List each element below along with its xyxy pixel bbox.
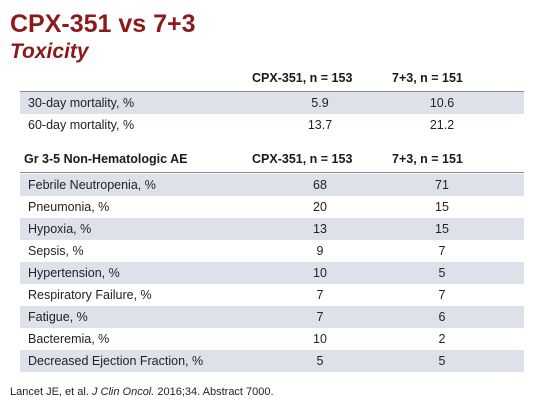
row-label: 60-day mortality, % bbox=[28, 118, 135, 132]
ae-table: Febrile Neutropenia, % 68 71 Pneumonia, … bbox=[20, 174, 524, 372]
cpx-value: 10 bbox=[313, 266, 327, 280]
seven-three-value: 2 bbox=[438, 332, 446, 346]
row-label: Hypoxia, % bbox=[28, 222, 92, 236]
ae-header: Gr 3-5 Non-Hematologic AE CPX-351, n = 1… bbox=[20, 149, 524, 171]
seven-three-value: 21.2 bbox=[429, 118, 455, 132]
table-row: Febrile Neutropenia, % 68 71 bbox=[20, 174, 524, 196]
seven-three-value: 7 bbox=[438, 244, 446, 258]
row-label: Bacteremia, % bbox=[28, 332, 110, 346]
seven-three-value: 15 bbox=[435, 200, 449, 214]
row-label: Febrile Neutropenia, % bbox=[28, 178, 156, 192]
cpx-value: 68 bbox=[313, 178, 327, 192]
row-label: Pneumonia, % bbox=[28, 200, 110, 214]
table-row: 30-day mortality, % 5.9 10.6 bbox=[20, 92, 524, 114]
seven-three-value: 6 bbox=[438, 310, 446, 324]
mortality-header: CPX-351, n = 153 7+3, n = 151 bbox=[20, 68, 524, 90]
row-label: 30-day mortality, % bbox=[28, 96, 135, 110]
ae-section-title: Gr 3-5 Non-Hematologic AE bbox=[24, 152, 188, 166]
table-row: Pneumonia, % 20 15 bbox=[20, 196, 524, 218]
seven-three-value: 7 bbox=[438, 288, 446, 302]
cpx-value: 13.7 bbox=[307, 118, 333, 132]
ae-divider bbox=[20, 172, 524, 173]
ae-col1-header: CPX-351, n = 153 bbox=[252, 152, 353, 166]
mortality-table: 30-day mortality, % 5.9 10.6 60-day mort… bbox=[20, 92, 524, 136]
row-label: Fatigue, % bbox=[28, 310, 88, 324]
citation-details: 2016;34. Abstract 7000. bbox=[157, 386, 274, 398]
table-row: Hypertension, % 10 5 bbox=[20, 262, 524, 284]
seven-three-value: 71 bbox=[435, 178, 449, 192]
row-label: Decreased Ejection Fraction, % bbox=[28, 354, 204, 368]
slide-subtitle: Toxicity bbox=[10, 40, 89, 63]
cpx-value: 5 bbox=[316, 354, 324, 368]
citation-authors: Lancet JE, et al. bbox=[10, 386, 89, 398]
citation-journal: J Clin Oncol. bbox=[91, 386, 155, 398]
mortality-col2-header: 7+3, n = 151 bbox=[392, 71, 463, 85]
ae-col2-header: 7+3, n = 151 bbox=[392, 152, 463, 166]
table-row: Respiratory Failure, % 7 7 bbox=[20, 284, 524, 306]
seven-three-value: 10.6 bbox=[429, 96, 455, 110]
cpx-value: 7 bbox=[316, 288, 324, 302]
row-label: Hypertension, % bbox=[28, 266, 120, 280]
cpx-value: 10 bbox=[313, 332, 327, 346]
table-row: Fatigue, % 7 6 bbox=[20, 306, 524, 328]
citation-footnote: Lancet JE, et al. J Clin Oncol. 2016;34.… bbox=[10, 386, 274, 398]
seven-three-value: 5 bbox=[438, 266, 446, 280]
cpx-value: 20 bbox=[313, 200, 327, 214]
table-row: Hypoxia, % 13 15 bbox=[20, 218, 524, 240]
table-row: Sepsis, % 9 7 bbox=[20, 240, 524, 262]
cpx-value: 9 bbox=[316, 244, 324, 258]
seven-three-value: 15 bbox=[435, 222, 449, 236]
table-row: Decreased Ejection Fraction, % 5 5 bbox=[20, 350, 524, 372]
mortality-divider bbox=[20, 91, 524, 92]
seven-three-value: 5 bbox=[438, 354, 446, 368]
cpx-value: 13 bbox=[313, 222, 327, 236]
row-label: Respiratory Failure, % bbox=[28, 288, 152, 302]
cpx-value: 7 bbox=[316, 310, 324, 324]
mortality-col1-header: CPX-351, n = 153 bbox=[252, 71, 353, 85]
cpx-value: 5.9 bbox=[311, 96, 329, 110]
slide-title: CPX-351 vs 7+3 bbox=[10, 10, 196, 38]
row-label: Sepsis, % bbox=[28, 244, 84, 258]
table-row: 60-day mortality, % 13.7 21.2 bbox=[20, 114, 524, 136]
table-row: Bacteremia, % 10 2 bbox=[20, 328, 524, 350]
